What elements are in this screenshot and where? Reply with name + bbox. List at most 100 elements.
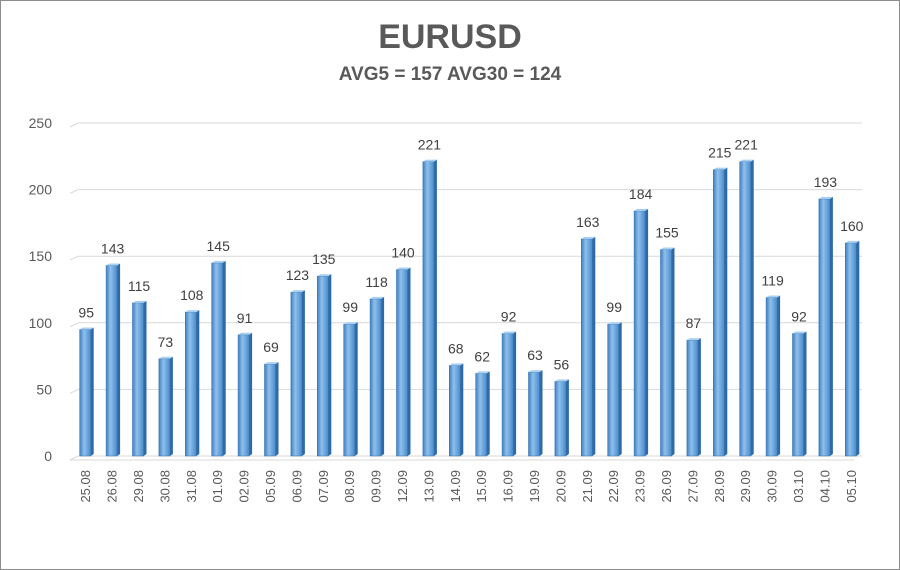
data-label: 115 bbox=[128, 278, 151, 294]
bar-side bbox=[565, 379, 569, 456]
data-label: 184 bbox=[629, 186, 653, 202]
x-tick-label: 29.08 bbox=[131, 470, 146, 503]
bar-side bbox=[803, 331, 807, 456]
data-label: 56 bbox=[554, 356, 570, 372]
bar-top bbox=[792, 331, 807, 334]
bar bbox=[660, 249, 672, 457]
x-tick-label: 23.09 bbox=[633, 470, 648, 503]
bar-side bbox=[829, 196, 833, 456]
bar-side bbox=[856, 240, 860, 456]
bar-side bbox=[90, 327, 94, 456]
data-label: 221 bbox=[418, 137, 442, 153]
bar-top bbox=[634, 208, 649, 211]
bar-top bbox=[766, 295, 781, 298]
data-label: 87 bbox=[686, 315, 702, 331]
bar-top bbox=[607, 322, 622, 325]
x-tick-label: 13.09 bbox=[421, 470, 436, 503]
bar-side bbox=[618, 322, 622, 456]
bar-side bbox=[539, 370, 543, 456]
bar bbox=[686, 339, 699, 457]
data-label: 163 bbox=[576, 214, 600, 230]
y-tick-label: 100 bbox=[29, 315, 53, 331]
bar-top bbox=[106, 263, 121, 266]
bar bbox=[607, 323, 620, 457]
bar-top bbox=[79, 327, 94, 330]
bar-top bbox=[264, 362, 279, 365]
bar bbox=[818, 198, 831, 457]
x-tick-label: 02.09 bbox=[237, 470, 252, 503]
x-tick-label: 29.09 bbox=[738, 470, 753, 503]
x-tick-label: 15.09 bbox=[474, 470, 489, 503]
x-tick-label: 19.09 bbox=[527, 470, 542, 503]
gridline-skew bbox=[69, 388, 79, 394]
bar-side bbox=[196, 310, 200, 456]
bar-side bbox=[724, 167, 728, 456]
data-label: 215 bbox=[708, 145, 732, 161]
bar-top bbox=[502, 331, 517, 334]
bar-top bbox=[686, 338, 701, 341]
bar bbox=[290, 291, 303, 457]
data-label: 193 bbox=[814, 174, 838, 190]
x-tick-label: 16.09 bbox=[501, 470, 516, 503]
data-label: 119 bbox=[761, 272, 784, 288]
data-label: 140 bbox=[391, 245, 415, 261]
bar bbox=[792, 333, 804, 457]
y-tick-labels: 0 50 100 150 200 250 bbox=[29, 115, 53, 464]
chart-title: EURUSD bbox=[378, 18, 522, 56]
data-label: 99 bbox=[606, 299, 622, 315]
x-tick-label: 28.09 bbox=[712, 470, 727, 503]
gridline-skew bbox=[69, 322, 79, 328]
bar-top bbox=[422, 159, 437, 162]
data-label: 99 bbox=[342, 299, 358, 315]
x-tick-label: 03.10 bbox=[791, 470, 806, 503]
x-tick-label: 04.10 bbox=[817, 470, 832, 503]
bar bbox=[396, 269, 408, 457]
bar-top bbox=[845, 240, 860, 243]
bar-top bbox=[739, 159, 754, 162]
x-tick-label: 26.08 bbox=[105, 470, 120, 503]
x-tick-label: 09.09 bbox=[369, 470, 384, 503]
x-tick-label: 21.09 bbox=[580, 470, 595, 503]
bar-top bbox=[211, 260, 226, 263]
bar-top bbox=[449, 363, 464, 366]
x-tick-label: 01.09 bbox=[210, 470, 225, 503]
bar-side bbox=[275, 362, 279, 456]
bar-top bbox=[554, 379, 569, 382]
bar bbox=[211, 262, 223, 457]
bar-side bbox=[460, 363, 464, 456]
x-tick-label: 06.09 bbox=[289, 470, 304, 503]
data-label: 92 bbox=[501, 308, 517, 324]
data-label: 68 bbox=[448, 340, 464, 356]
bar bbox=[264, 363, 276, 457]
bar-top bbox=[475, 371, 490, 374]
data-label: 123 bbox=[286, 267, 310, 283]
bar-side bbox=[750, 159, 754, 457]
gridline-skew bbox=[69, 122, 79, 128]
bar bbox=[633, 210, 646, 457]
bar-top bbox=[713, 167, 728, 170]
bar-top bbox=[396, 267, 411, 270]
gridline-skew bbox=[69, 255, 79, 261]
data-label: 118 bbox=[365, 274, 388, 290]
gridline-skew bbox=[69, 189, 79, 195]
bar bbox=[369, 298, 382, 457]
x-tick-label: 25.08 bbox=[78, 470, 93, 503]
x-tick-label: 30.08 bbox=[157, 470, 172, 503]
data-label: 95 bbox=[78, 304, 94, 320]
bar-top bbox=[818, 196, 833, 199]
bar-side bbox=[407, 267, 411, 456]
x-tick-label: 07.09 bbox=[316, 470, 331, 503]
x-tick-label: 20.09 bbox=[553, 470, 568, 503]
data-label: 221 bbox=[735, 137, 759, 153]
bar-top bbox=[158, 356, 173, 359]
data-label: 92 bbox=[791, 308, 807, 324]
x-tick-label: 05.10 bbox=[844, 470, 859, 503]
bar bbox=[475, 373, 488, 457]
bar-top bbox=[370, 296, 385, 299]
bar-side bbox=[433, 159, 437, 457]
bar-side bbox=[777, 295, 781, 456]
x-tick-label: 08.09 bbox=[342, 470, 357, 503]
bar bbox=[79, 329, 91, 457]
